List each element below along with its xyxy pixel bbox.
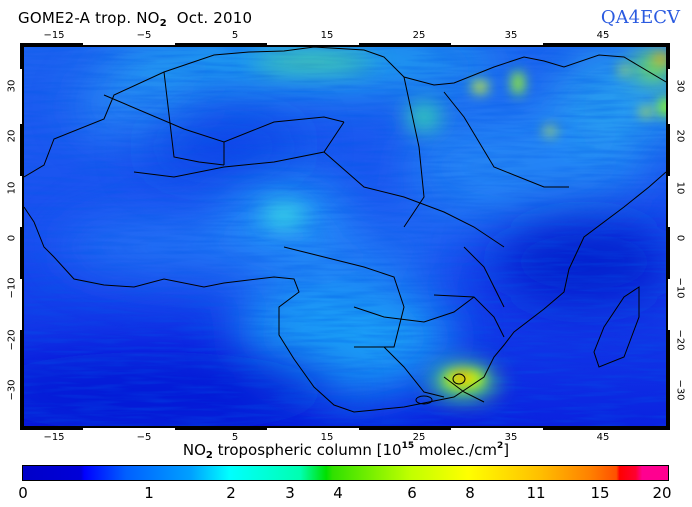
brand-label: QA4ECV xyxy=(600,7,680,28)
lon-tick: 45 xyxy=(596,30,610,41)
colorbar-tick: 8 xyxy=(465,484,475,502)
lon-tick: 5 xyxy=(231,30,239,41)
lon-tick: 45 xyxy=(596,432,610,443)
colorbar-tick: 0 xyxy=(18,484,28,502)
lat-tick: 10 xyxy=(674,181,686,195)
lon-tick: −5 xyxy=(136,30,152,41)
lat-tick: −30 xyxy=(674,379,686,401)
lon-tick: −15 xyxy=(43,30,65,41)
lon-tick: 15 xyxy=(320,432,334,443)
lat-tick: −10 xyxy=(6,277,18,299)
lon-tick: 15 xyxy=(320,30,334,41)
lat-tick: 20 xyxy=(6,129,18,143)
colorbar-tick: 3 xyxy=(285,484,295,502)
colorbar-tick: 6 xyxy=(407,484,417,502)
colorbar-tick: 4 xyxy=(333,484,343,502)
lat-tick: 20 xyxy=(674,129,686,143)
colorbar-tick: 11 xyxy=(526,484,546,502)
lat-tick: −20 xyxy=(674,329,686,351)
lat-tick: −10 xyxy=(674,277,686,299)
no2-heatmap xyxy=(24,47,666,426)
lon-tick: 35 xyxy=(504,30,518,41)
lon-tick: 5 xyxy=(231,432,239,443)
lat-tick: −30 xyxy=(6,379,18,401)
colorbar-label: NO2 tropospheric column [1015 molec./cm2… xyxy=(182,441,510,461)
lat-tick: −20 xyxy=(6,329,18,351)
map-title: GOME2-A trop. NO2 Oct. 2010 xyxy=(18,9,253,29)
colorbar-tick: 2 xyxy=(226,484,236,502)
lat-tick: 30 xyxy=(674,79,686,93)
lat-tick: 10 xyxy=(6,181,18,195)
colorbar-tick: 15 xyxy=(590,484,610,502)
colorbar xyxy=(22,465,669,481)
lon-tick: −5 xyxy=(136,432,152,443)
lon-tick: 25 xyxy=(412,432,426,443)
lat-tick: 0 xyxy=(6,234,18,242)
lon-tick: 35 xyxy=(504,432,518,443)
lon-tick: 25 xyxy=(412,30,426,41)
colorbar-tick: 1 xyxy=(144,484,154,502)
lat-tick: 0 xyxy=(674,234,686,242)
lon-tick: −15 xyxy=(43,432,65,443)
lat-tick: 30 xyxy=(6,79,18,93)
colorbar-tick: 20 xyxy=(652,484,672,502)
